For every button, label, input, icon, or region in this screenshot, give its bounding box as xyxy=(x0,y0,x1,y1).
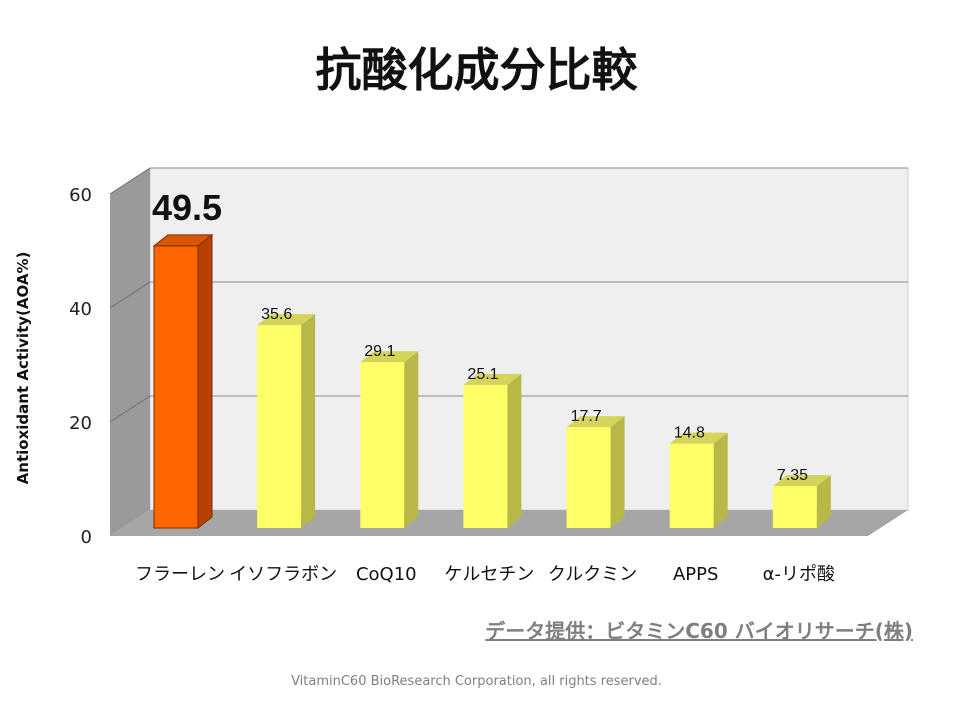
x-tick-label: フラーレン xyxy=(135,564,225,585)
bar-side xyxy=(713,432,728,528)
bar-top xyxy=(463,373,522,385)
x-tick-label: CoQ10 xyxy=(356,564,417,585)
bar-side xyxy=(610,416,625,528)
copyright: VitaminC60 BioResearch Corporation, all … xyxy=(291,674,662,689)
x-tick-label: クルクミン xyxy=(548,564,637,585)
bar-top xyxy=(257,314,316,326)
gridline-side xyxy=(109,395,151,423)
bar xyxy=(669,432,728,528)
bar-top xyxy=(772,475,831,487)
y-axis-ticks: 0 20 40 60 xyxy=(69,185,92,548)
side-wall xyxy=(110,168,150,536)
bar-front xyxy=(463,384,508,528)
value-label: 14.8 xyxy=(674,425,705,442)
bar-top xyxy=(152,234,214,247)
x-tick-label: イソフラボン xyxy=(229,564,337,585)
bar xyxy=(566,416,625,528)
bar-top xyxy=(566,416,625,428)
bar xyxy=(772,475,831,528)
y-axis-label: Antioxidant Activity(AOA%) xyxy=(14,252,32,485)
bar xyxy=(152,233,214,530)
y-tick-label: 0 xyxy=(81,527,92,548)
y-tick-label: 20 xyxy=(69,413,92,434)
bar-side xyxy=(301,314,316,528)
bar-top xyxy=(669,432,728,444)
x-tick-label: APPS xyxy=(673,564,718,585)
gridline-side xyxy=(109,281,151,309)
bar-front xyxy=(566,427,611,528)
source-note: データ提供：ビタミンC60 バイオリサーチ(株) xyxy=(485,619,913,643)
y-tick-label: 60 xyxy=(69,185,92,206)
bar-side xyxy=(816,475,831,528)
gridline-side xyxy=(109,167,151,195)
bar-front xyxy=(153,245,199,529)
value-label: 25.1 xyxy=(467,366,498,383)
chart-value-labels: 49.5 35.6 29.1 25.1 17.7 14.8 7.35 xyxy=(152,187,808,484)
bar-side xyxy=(197,233,213,530)
bar-front xyxy=(257,325,302,528)
x-axis-labels: フラーレン イソフラボン CoQ10 ケルセチン クルクミン APPS α-リポ酸 xyxy=(135,564,835,585)
bar xyxy=(360,351,419,528)
x-tick-label: α-リポ酸 xyxy=(763,564,835,585)
x-tick-label: ケルセチン xyxy=(444,564,534,585)
bar-front xyxy=(360,362,405,528)
bar xyxy=(257,314,316,528)
value-label: 17.7 xyxy=(571,408,602,425)
bar xyxy=(463,373,522,528)
bar-side xyxy=(404,351,419,528)
bar-front xyxy=(669,443,714,528)
value-label: 35.6 xyxy=(261,306,292,323)
chart-walls xyxy=(110,167,909,536)
y-tick-label: 40 xyxy=(69,299,92,320)
chart-bars xyxy=(152,233,831,530)
value-label: 29.1 xyxy=(364,343,395,360)
chart-title: 抗酸化成分比較 xyxy=(315,43,638,97)
bar-top xyxy=(360,351,419,363)
value-label: 7.35 xyxy=(777,467,808,484)
value-label: 49.5 xyxy=(152,187,222,228)
bar-front xyxy=(772,486,817,528)
bar-side xyxy=(507,373,522,528)
